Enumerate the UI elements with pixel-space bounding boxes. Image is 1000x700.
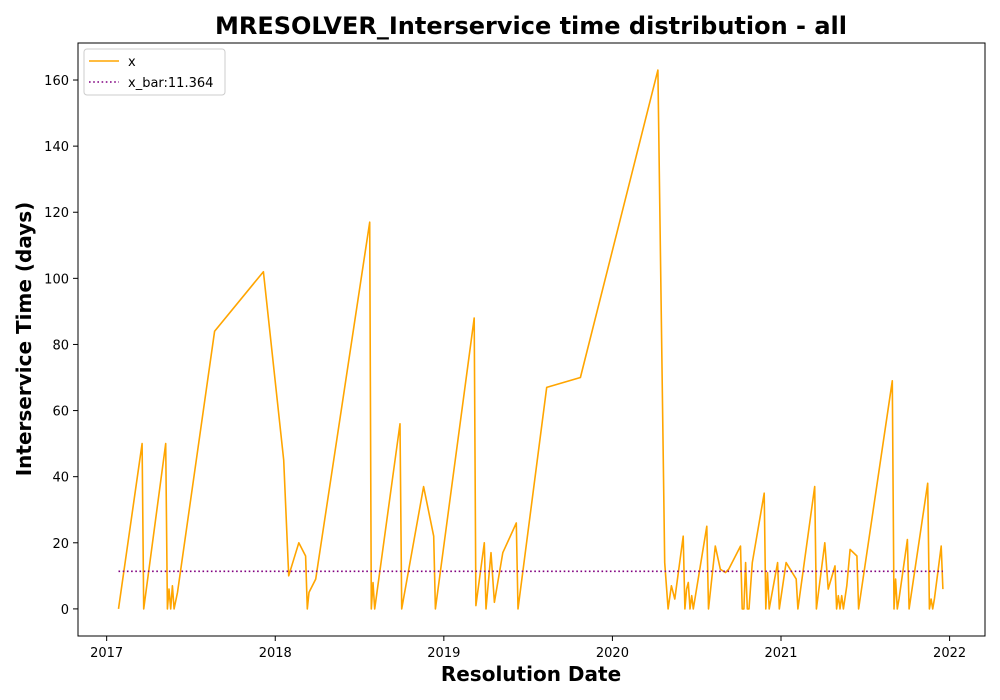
- legend-label-x-bar: x_bar:11.364: [128, 76, 213, 91]
- legend: x x_bar:11.364: [83, 48, 226, 96]
- plot-area: [117, 69, 944, 610]
- series-line-x: [117, 69, 944, 610]
- y-tick-label: 20: [52, 537, 69, 552]
- y-tick-label: 80: [52, 338, 69, 353]
- x-tick-label: 2018: [259, 646, 292, 661]
- y-axis-title: Interservice Time (days): [12, 202, 36, 477]
- x-tick-label: 2019: [427, 646, 460, 661]
- x-tick-label: 2017: [90, 646, 123, 661]
- x-tick-label: 2021: [764, 646, 797, 661]
- x-tick-label: 2022: [933, 646, 966, 661]
- legend-label-x: x: [128, 55, 136, 70]
- x-axis: 2017 2018 2019 2020 2021 2022: [90, 636, 966, 661]
- y-tick-label: 100: [44, 272, 69, 287]
- y-tick-label: 60: [52, 405, 69, 420]
- y-tick-label: 140: [44, 140, 69, 155]
- plot-frame: [77, 42, 986, 637]
- x-axis-title: Resolution Date: [441, 662, 621, 686]
- y-tick-label: 160: [44, 74, 69, 89]
- chart-title: MRESOLVER_Interservice time distribution…: [215, 12, 847, 40]
- y-tick-label: 40: [52, 471, 69, 486]
- y-axis: 0 20 40 60 80 100 120 140 160: [44, 74, 78, 618]
- legend-box: [83, 48, 226, 96]
- x-tick-label: 2020: [596, 646, 629, 661]
- y-tick-label: 120: [44, 206, 69, 221]
- y-tick-label: 0: [61, 603, 69, 618]
